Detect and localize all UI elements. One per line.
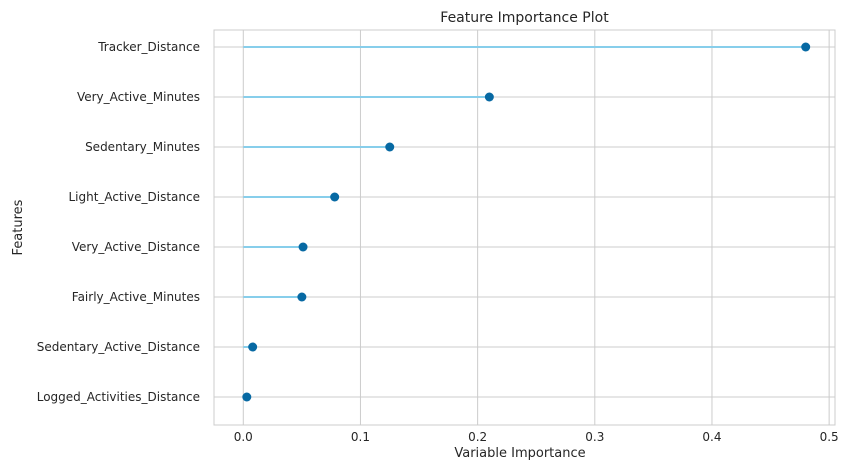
- y-tick-label: Tracker_Distance: [97, 40, 200, 54]
- y-tick-label: Very_Active_Minutes: [77, 90, 200, 104]
- importance-marker: [248, 342, 258, 352]
- importance-marker: [385, 142, 395, 152]
- y-tick-labels: Tracker_Distance Very_Active_Minutes Seden…: [37, 40, 200, 404]
- y-tick-label: Very_Active_Distance: [72, 240, 200, 254]
- importance-marker: [297, 292, 307, 302]
- y-tick-label: Sedentary_Minutes: [85, 140, 200, 154]
- plot-area: [213, 29, 836, 426]
- y-tick-label: Fairly_Active_Minutes: [72, 290, 200, 304]
- y-tick-label: Logged_Activities_Distance: [37, 390, 200, 404]
- x-axis-label: Variable Importance: [454, 446, 585, 461]
- y-axis-label: Features: [11, 199, 26, 255]
- marker-layer: [242, 42, 811, 402]
- x-tick-label: 0.4: [702, 430, 721, 444]
- stem-layer: [243, 46, 806, 398]
- x-tick-label: 0.3: [585, 430, 604, 444]
- y-tick-label: Light_Active_Distance: [68, 190, 200, 204]
- importance-marker: [484, 92, 494, 102]
- x-tick-label: 0.0: [234, 430, 253, 444]
- grid-layer: [214, 30, 835, 425]
- importance-marker: [298, 242, 308, 252]
- x-tick-label: 0.1: [351, 430, 370, 444]
- x-tick-labels: 0.0 0.1 0.2 0.3 0.4 0.5: [234, 430, 839, 444]
- chart-title: Feature Importance Plot: [440, 10, 609, 26]
- y-tick-label: Sedentary_Active_Distance: [37, 340, 200, 354]
- importance-marker: [801, 42, 811, 52]
- importance-marker: [330, 192, 340, 202]
- importance-marker: [242, 392, 252, 402]
- x-tick-label: 0.2: [468, 430, 487, 444]
- x-tick-label: 0.5: [820, 430, 839, 444]
